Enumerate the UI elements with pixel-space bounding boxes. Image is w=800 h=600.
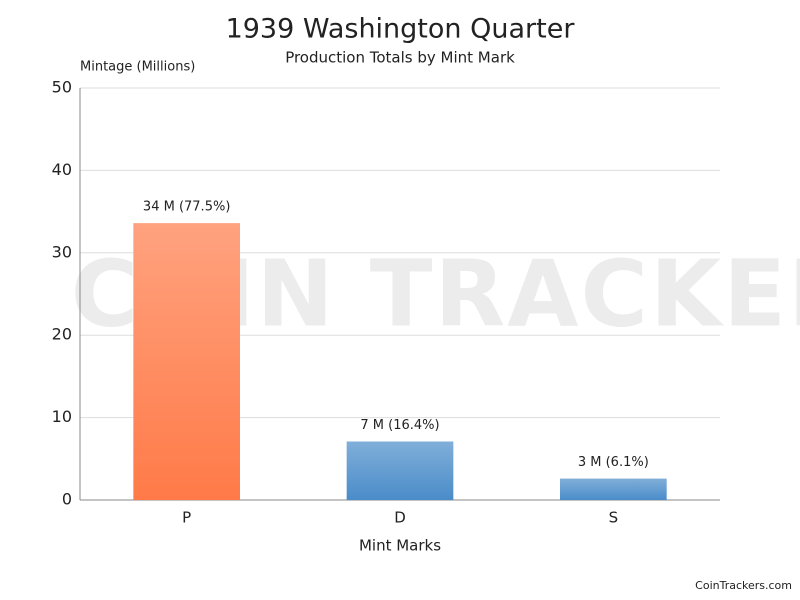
value-label: 7 M (16.4%) [360,418,439,433]
value-label: 3 M (6.1%) [578,455,649,470]
y-tick-label: 0 [62,490,72,509]
y-axis-label: Mintage (Millions) [80,60,195,75]
y-tick-label: 50 [52,78,72,97]
x-axis-label: Mint Marks [359,537,441,555]
value-label: 34 M (77.5%) [143,200,230,215]
bar [133,223,240,501]
bar [346,441,454,500]
x-tick-label: S [609,509,619,527]
bar [560,478,667,500]
x-tick-label: P [182,509,191,527]
footer: CoinTrackers.com [695,579,792,592]
y-tick-label: 30 [52,242,72,261]
chart-title: 1939 Washington Quarter [226,14,576,45]
chart-subtitle: Production Totals by Mint Mark [285,49,515,67]
y-tick-label: 10 [52,407,72,426]
y-tick-label: 40 [52,160,72,179]
y-tick-label: 20 [52,325,72,344]
x-tick-label: D [394,509,406,527]
